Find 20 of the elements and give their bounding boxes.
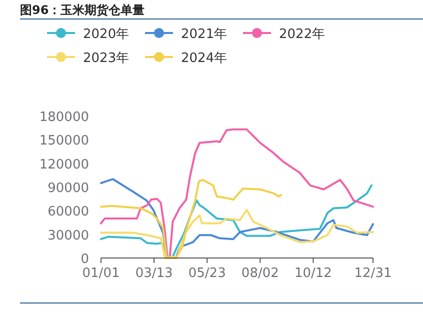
chart-title: 图96：玉米期货仓单量 [20,3,145,17]
y-tick-label: 180000 [39,110,89,125]
y-tick-label: 90000 [48,181,89,196]
x-tick-label: 01/01 [82,266,120,281]
x-tick-label: 12/31 [354,266,392,281]
y-tick-label: 120000 [39,157,89,172]
legend-label: 2024年 [181,51,228,66]
x-tick-label: 05/23 [188,266,226,281]
legend-label: 2021年 [181,27,228,42]
y-tick-label: 60000 [48,204,89,220]
x-tick-label: 03/13 [135,266,173,281]
x-tick-label: 10/12 [294,266,332,281]
line-series [100,178,282,259]
legend-label: 2022年 [279,27,326,42]
legend-label: 2023年 [83,51,130,66]
y-tick-label: 150000 [39,134,89,149]
x-tick-label: 08/02 [241,266,279,281]
y-tick-label: 30000 [48,228,89,244]
legend-label: 2020年 [83,27,130,42]
y-tick-label: 0 [80,252,89,267]
